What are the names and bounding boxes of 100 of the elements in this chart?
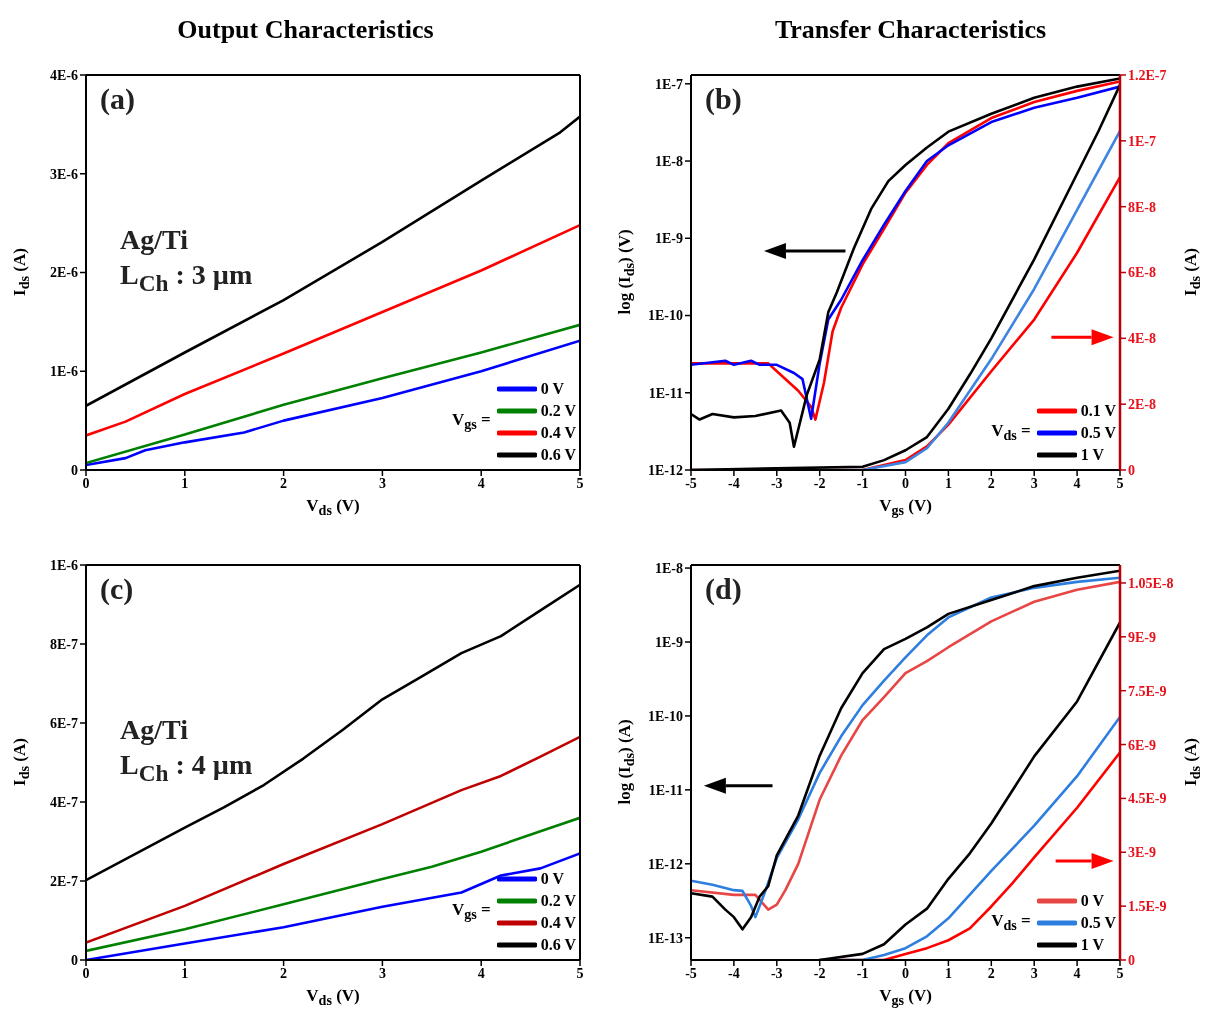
legend-label: 0.2 V: [540, 892, 576, 910]
y2-tick-label: 2E-8: [1128, 397, 1156, 413]
y-tick-label: 1E-10: [648, 708, 683, 724]
x-tick-label: 0: [82, 965, 90, 981]
y-tick-label: 0: [71, 462, 78, 478]
y2-tick-label: 4.5E-9: [1128, 791, 1167, 807]
x-tick-label: 0: [82, 475, 90, 491]
legend-label: 0.1 V: [1080, 402, 1116, 420]
x-axis-title: V$_{ds}$ (V): [305, 986, 361, 1010]
y-tick-label: 4E-6: [50, 67, 78, 83]
y2-tick-label: 0: [1128, 462, 1135, 478]
y2-tick-label: 1.5E-9: [1128, 899, 1167, 915]
legend-label: 0 V: [1080, 892, 1104, 910]
annotation: L$_{Ch}$ : 4 µm: [120, 749, 253, 787]
legend-label: 0.5 V: [1080, 424, 1116, 442]
x-tick-label: 3: [1030, 475, 1038, 491]
legend-title: V$_{ds}$ =: [991, 911, 1031, 935]
x-tick-label: 5: [1116, 475, 1124, 491]
legend-label: 0 V: [540, 870, 564, 888]
y-tick-label: 2E-7: [50, 873, 78, 889]
x-axis-title: V$_{ds}$ (V): [305, 496, 361, 520]
y-tick-label: 8E-7: [50, 636, 78, 652]
legend-label: 1 V: [1080, 936, 1104, 954]
y2-tick-label: 1.2E-7: [1128, 67, 1167, 83]
annotation: L$_{Ch}$ : 3 µm: [120, 259, 253, 297]
legend-label: 0.5 V: [1080, 914, 1116, 932]
y2-tick-label: 3E-9: [1128, 845, 1156, 861]
y2-tick-label: 8E-8: [1128, 199, 1156, 215]
x-axis-title: V$_{gs}$ (V): [878, 496, 933, 520]
x-tick-label: -2: [813, 475, 826, 491]
legend-title: V$_{gs}$ =: [451, 410, 491, 434]
y-tick-label: 1E-9: [655, 634, 683, 650]
y-tick-label: 1E-11: [648, 782, 683, 798]
x-tick-label: 5: [576, 965, 584, 981]
y-tick-label: 1E-7: [655, 76, 683, 92]
x-tick-label: 2: [987, 475, 995, 491]
x-tick-label: -5: [685, 965, 697, 981]
y-tick-label: 1E-6: [50, 364, 78, 380]
x-tick-label: 4: [1073, 475, 1081, 491]
y2-tick-label: 9E-9: [1128, 629, 1156, 645]
annotation: (a): [100, 82, 135, 116]
y-tick-label: 1E-9: [655, 231, 683, 247]
y-tick-label: 1E-6: [50, 557, 78, 573]
annotation: (c): [100, 572, 134, 606]
x-tick-label: -3: [770, 965, 783, 981]
chart-title: Transfer Characteristics: [773, 14, 1048, 46]
x-tick-label: -1: [856, 965, 869, 981]
x-tick-label: 3: [1030, 965, 1038, 981]
x-tick-label: 1: [181, 965, 189, 981]
x-tick-label: 4: [477, 965, 485, 981]
x-tick-label: 2: [280, 475, 288, 491]
legend-label: 0 V: [540, 380, 564, 398]
x-tick-label: 4: [1073, 965, 1081, 981]
y-tick-label: 1E-10: [648, 308, 683, 324]
legend-label: 0.2 V: [540, 402, 576, 420]
x-tick-label: -2: [813, 965, 826, 981]
x-tick-label: 2: [280, 965, 288, 981]
x-tick-label: 1: [181, 475, 189, 491]
y-tick-label: 3E-6: [50, 166, 78, 182]
legend-label: 0.4 V: [540, 424, 576, 442]
x-tick-label: -4: [728, 965, 740, 981]
legend-label: 0.6 V: [540, 936, 576, 954]
x-tick-label: -5: [685, 475, 697, 491]
legend-label: 1 V: [1080, 446, 1104, 464]
y2-tick-label: 7.5E-9: [1128, 683, 1167, 699]
x-tick-label: 2: [987, 965, 995, 981]
y-tick-label: 1E-12: [648, 462, 683, 478]
x-tick-label: 1: [944, 965, 952, 981]
y2-tick-label: 6E-9: [1128, 737, 1156, 753]
y-tick-label: 4E-7: [50, 794, 78, 810]
y-tick-label: 1E-8: [655, 561, 683, 577]
annotation: Ag/Ti: [120, 224, 188, 256]
y-tick-label: 1E-13: [648, 930, 683, 946]
x-tick-label: 5: [1116, 965, 1124, 981]
legend-label: 0.6 V: [540, 446, 576, 464]
annotation: (b): [705, 82, 742, 116]
y-tick-label: 1E-12: [648, 856, 683, 872]
annotation: (d): [705, 572, 742, 606]
y-tick-label: 0: [71, 952, 78, 968]
x-tick-label: 3: [378, 965, 386, 981]
y-tick-label: 1E-8: [655, 154, 683, 170]
x-tick-label: 0: [902, 475, 909, 491]
legend-label: 0.4 V: [540, 914, 576, 932]
x-tick-label: -1: [856, 475, 869, 491]
x-tick-label: -4: [728, 475, 740, 491]
y2-tick-label: 1E-7: [1128, 133, 1156, 149]
x-axis-title: V$_{gs}$ (V): [878, 986, 933, 1010]
y2-tick-label: 1.05E-8: [1128, 575, 1174, 591]
y-tick-label: 1E-11: [648, 385, 683, 401]
y2-tick-label: 0: [1128, 952, 1135, 968]
x-tick-label: -3: [770, 475, 783, 491]
y-tick-label: 2E-6: [50, 265, 78, 281]
x-tick-label: 0: [902, 965, 909, 981]
x-tick-label: 4: [477, 475, 485, 491]
chart-title: Output Characteristics: [176, 14, 435, 46]
annotation: Ag/Ti: [120, 714, 188, 746]
x-tick-label: 5: [576, 475, 584, 491]
y2-tick-label: 4E-8: [1128, 331, 1156, 347]
x-tick-label: 3: [378, 475, 386, 491]
x-tick-label: 1: [944, 475, 952, 491]
